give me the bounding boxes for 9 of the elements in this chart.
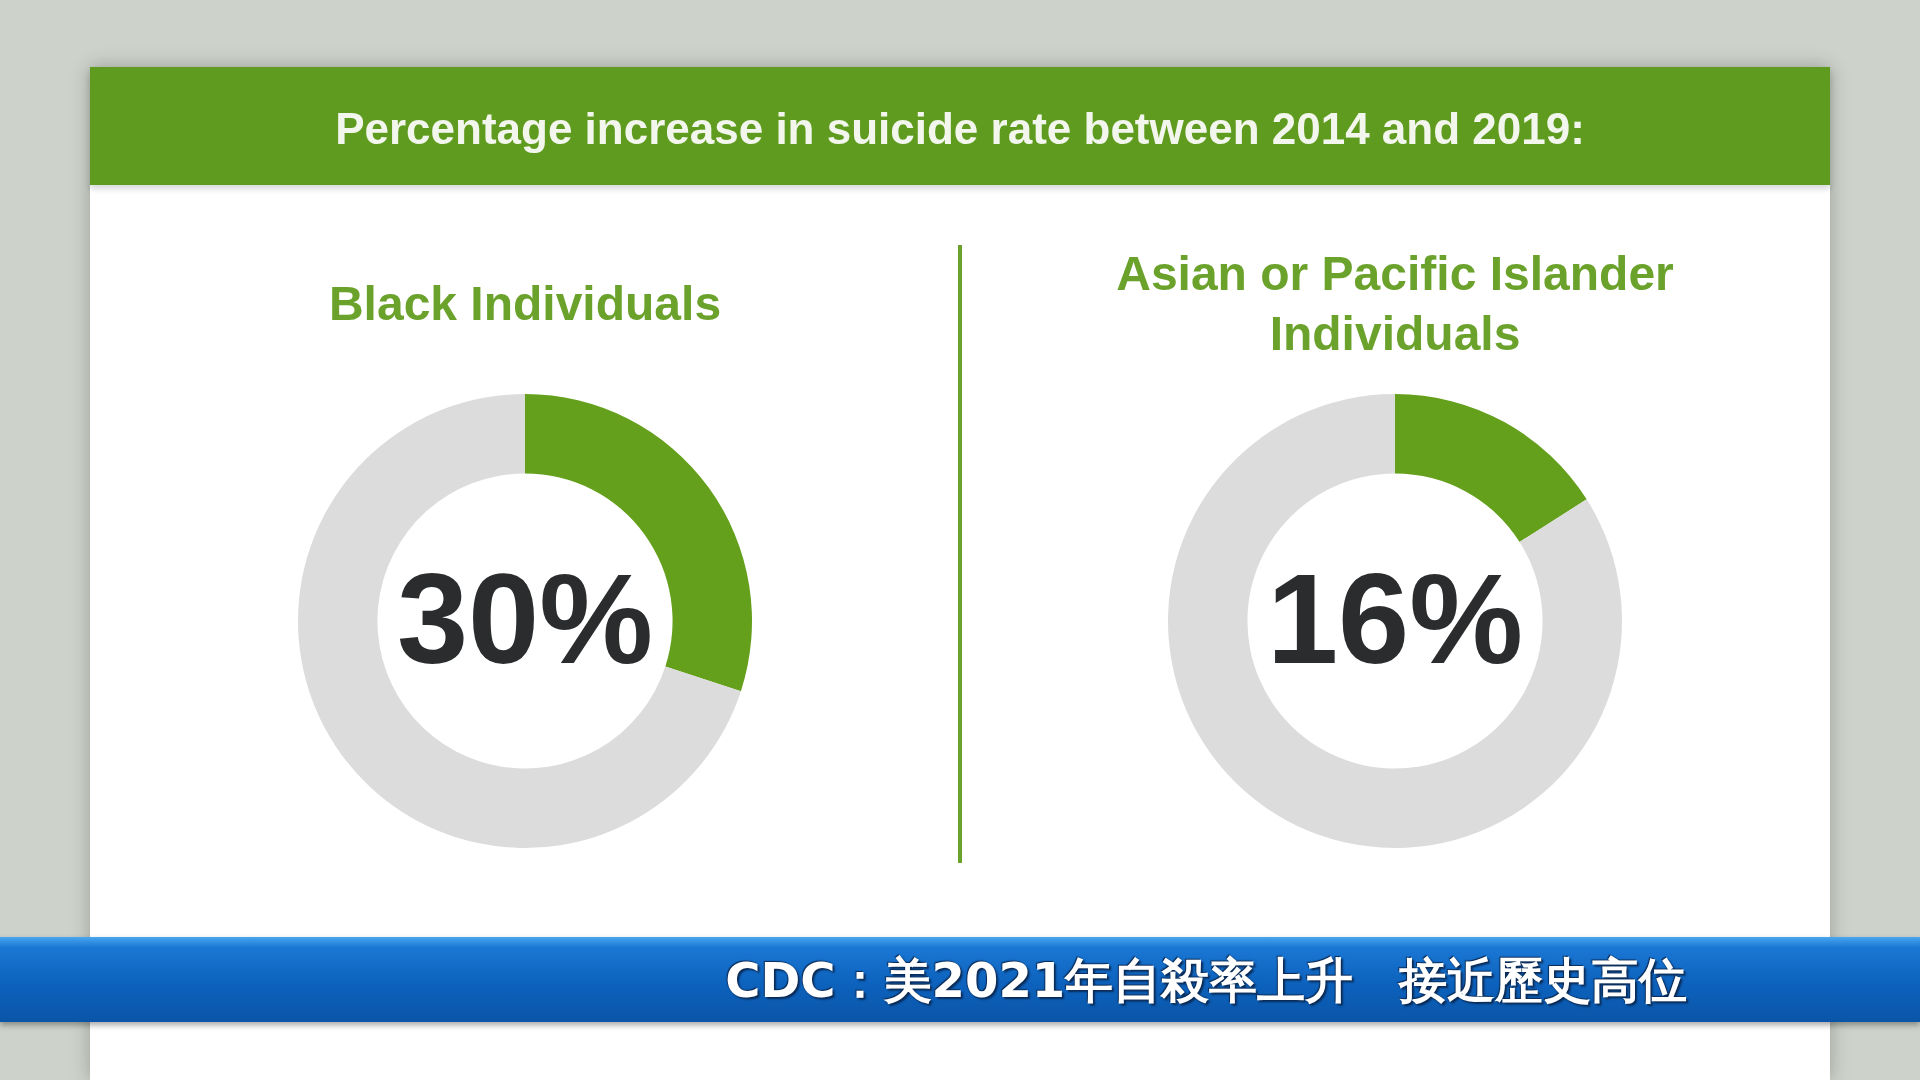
data-label: 30% — [396, 547, 654, 690]
text: CDC：美2021年自殺率上升 接近歷史高位 — [725, 951, 1687, 1009]
chart-title: Black Individuals — [328, 277, 722, 330]
donut-slice — [1168, 394, 1622, 848]
chart-title: Asian or Pacific Islander Individuals — [1116, 247, 1674, 360]
data-label: 16% — [1266, 547, 1524, 690]
donut-slice — [1395, 394, 1587, 542]
text: Percentage increase in suicide rate between 2014 and 2019: — [335, 103, 1585, 155]
donut-slice — [298, 394, 741, 848]
